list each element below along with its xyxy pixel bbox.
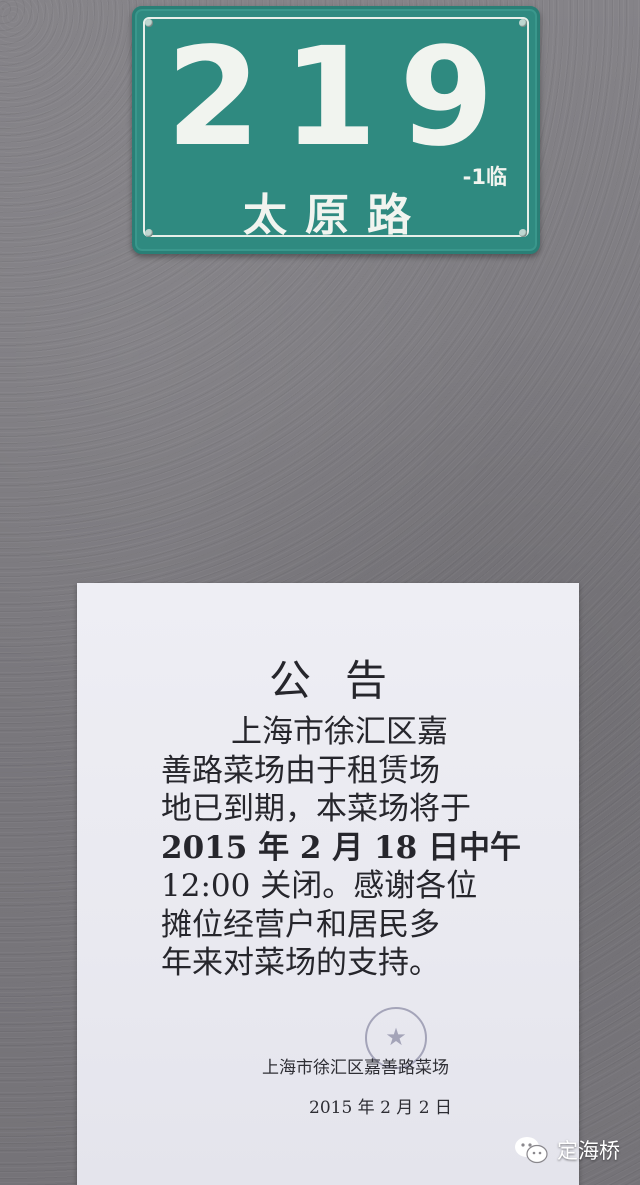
house-number: 219 [166, 19, 516, 177]
notice-line: 2015 年 2 月 18 日中午 [161, 829, 521, 866]
house-number-suffix: -1临 [462, 165, 507, 189]
watermark: 定海桥 [513, 1135, 620, 1165]
rivet-icon [145, 229, 153, 237]
plate-border [143, 17, 529, 237]
street-name: 太原路 [243, 190, 429, 241]
notice-line: 上海市徐汇区嘉 [231, 714, 448, 750]
notice-title: 公告 [268, 656, 421, 705]
notice-date: 2015 年 2 月 2 日 [309, 1098, 452, 1118]
notice-body: 上海市徐汇区嘉 善路菜场由于租赁场 地已到期，本菜场将于 2015 年 2 月 … [161, 713, 561, 983]
rivet-icon [519, 19, 527, 27]
notice-paper: 公告 上海市徐汇区嘉 善路菜场由于租赁场 地已到期，本菜场将于 2015 年 2… [77, 583, 579, 1185]
house-number-plate: 219 -1临 太原路 [132, 6, 540, 254]
notice-line: 摊位经营户和居民多 [161, 906, 440, 943]
star-icon: ★ [385, 1023, 407, 1051]
notice-line: 地已到期，本菜场将于 [161, 791, 471, 827]
rivet-icon [519, 229, 527, 237]
wechat-icon [515, 1137, 548, 1164]
notice-line: 善路菜场由于租赁场 [161, 752, 440, 789]
notice-signature: 上海市徐汇区嘉善路菜场 [262, 1058, 449, 1078]
notice-line: 12:00 关闭。感谢各位 [161, 868, 478, 904]
official-seal-stamp: ★ [365, 1007, 427, 1069]
watermark-text: 定海桥 [557, 1139, 620, 1163]
notice-line: 年来对菜场的支持。 [161, 945, 440, 981]
rivet-icon [145, 19, 153, 27]
